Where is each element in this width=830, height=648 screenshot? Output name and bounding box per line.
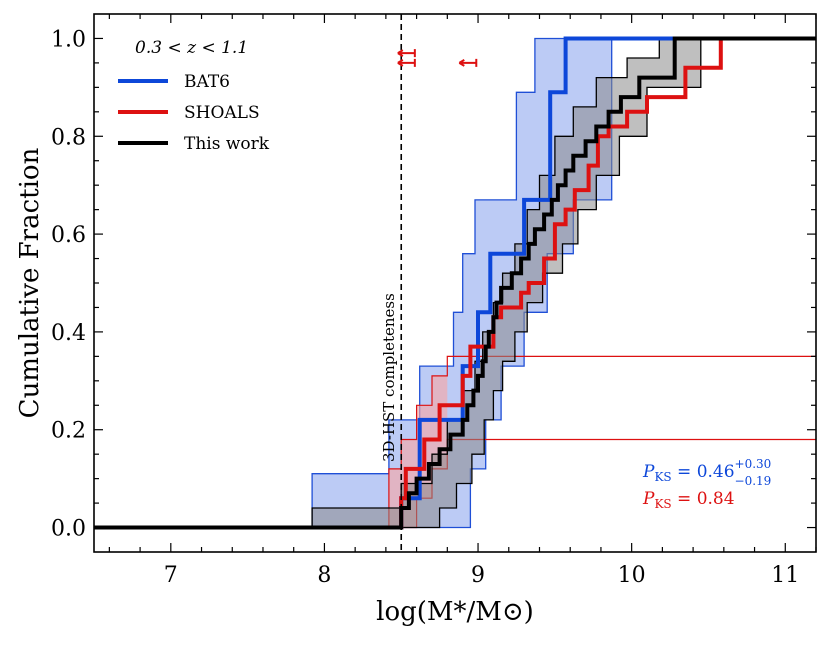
band-upper-edge-shoals-range [94,355,816,529]
legend-label-shoals: SHOALS [184,103,260,123]
series-line-this-work [94,36,816,530]
legend-title: 0.3 < z < 1.1 [135,38,248,58]
pks-shoals-p: P [642,489,655,509]
series-line-bat6 [94,36,816,530]
y-tick-label: 0.2 [51,419,86,444]
pks-bat6-err-up: +0.30 [735,457,772,471]
completeness-layer: 3D-HST completeness [380,14,403,552]
band-upper-edge-bat6-range [94,37,816,529]
pks-shoals-sub: KS [654,497,671,511]
pks-bat6-value: = 0.46 [672,462,735,482]
pks-bat6-annotation: PKS = 0.46+0.30 −0.19 [642,457,771,488]
band-lower-edge-this-work-range [94,37,816,529]
y-tick-label: 0.0 [51,517,86,542]
legend-label-this-work: This work [184,134,270,154]
ticks-layer: 7 8 9 10 11 0.0 0.2 0.4 0.6 0.8 1.0 [51,14,817,588]
y-axis-label: Cumulative Fraction [15,147,45,418]
lines-layer [94,36,816,530]
x-tick-label: 7 [164,563,178,588]
completeness-label: 3D-HST completeness [380,293,398,462]
y-tick-label: 0.6 [51,223,86,248]
series-line-shoals [94,36,816,530]
pks-bat6-p: P [642,462,655,482]
pks-bat6-err-down: −0.19 [735,474,772,488]
pks-shoals-annotation: PKS = 0.84 [642,489,735,511]
legend-label-bat6: BAT6 [184,72,230,92]
y-tick-label: 1.0 [51,27,86,52]
y-tick-label: 0.8 [51,125,86,150]
upper-limit-arrow-2 [458,58,478,67]
x-tick-label: 8 [317,563,331,588]
upper-limits-layer [397,49,478,67]
y-tick-label: 0.4 [51,321,86,346]
upper-limit-arrow-1 [397,58,416,67]
pks-bat6-sub: KS [654,470,671,484]
x-axis-label: log(M*/M⊙) [376,597,534,627]
legend: 0.3 < z < 1.1 BAT6 SHOALS This work [118,38,270,154]
upper-limit-arrow-0 [397,49,416,58]
x-tick-label: 9 [471,563,485,588]
ks-annotations: PKS = 0.46+0.30 −0.19 PKS = 0.84 [642,457,771,511]
x-tick-label: 10 [618,563,646,588]
pks-shoals-value: = 0.84 [672,489,735,509]
x-tick-label: 11 [771,563,799,588]
